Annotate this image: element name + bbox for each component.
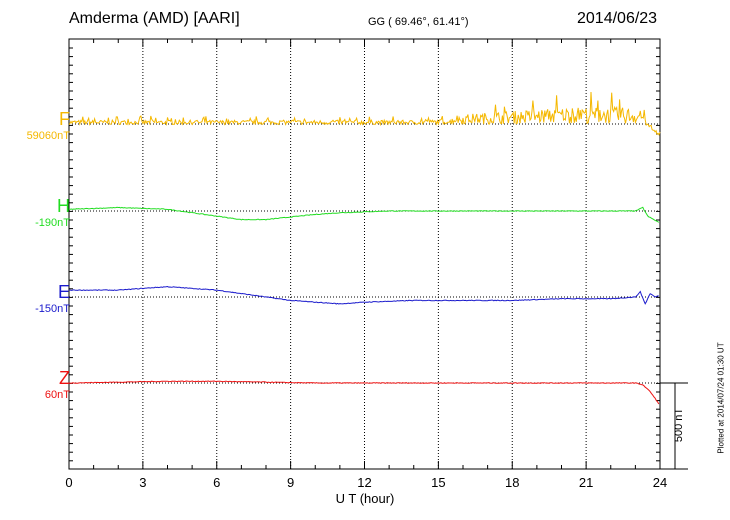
series-line-h <box>69 206 660 223</box>
component-f-name: F <box>59 109 70 129</box>
x-tick-label: 24 <box>653 475 667 490</box>
x-axis-title: U T (hour) <box>335 491 395 506</box>
component-z-label: Z 60nT <box>0 368 70 402</box>
series-line-e <box>68 285 659 305</box>
x-tick-label: 15 <box>431 475 445 490</box>
station-title: Amderma (AMD) [AARI] <box>69 10 240 27</box>
series-line-f <box>68 91 661 136</box>
x-tick-label: 9 <box>287 475 294 490</box>
geographic-coordinates: GG ( 69.46°, 61.41°) <box>368 16 469 28</box>
x-tick-label: 21 <box>579 475 593 490</box>
component-z-baseline: 60nT <box>44 389 70 401</box>
component-h-baseline: -190nT <box>35 217 70 229</box>
series-line-z <box>68 380 660 405</box>
x-tick-label: 12 <box>357 475 371 490</box>
component-e-baseline: -150nT <box>35 303 70 315</box>
component-f-baseline: 59060nT <box>26 130 70 142</box>
x-tick-label: 3 <box>139 475 146 490</box>
component-f-label: F 59060nT <box>0 109 70 143</box>
component-e-label: E -150nT <box>0 282 70 316</box>
x-tick-label: 6 <box>213 475 220 490</box>
component-e-name: E <box>57 282 70 302</box>
component-h-name: H <box>57 196 70 216</box>
component-z-name: Z <box>59 368 70 388</box>
plot-frame <box>68 38 661 470</box>
scale-bar-label: 500 nT <box>673 407 685 443</box>
component-h-label: H -190nT <box>0 196 70 230</box>
observation-date: 2014/06/23 <box>577 10 658 27</box>
plotted-at-footnote: Plotted at 2014/07/24 01:30 UT <box>716 342 726 454</box>
x-tick-label: 0 <box>65 475 72 490</box>
x-tick-label: 18 <box>505 475 519 490</box>
